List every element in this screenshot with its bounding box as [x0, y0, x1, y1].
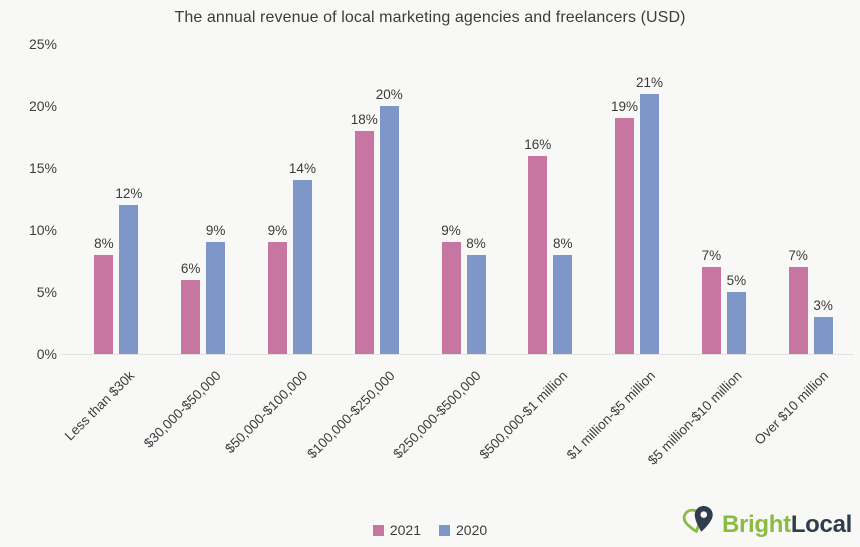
bar-2021	[701, 267, 721, 354]
bar-value-label: 19%	[611, 99, 639, 115]
legend-swatch-2020	[439, 524, 450, 536]
bar-value-label: 20%	[375, 87, 403, 102]
bar-value-label: 8%	[94, 235, 114, 251]
bar-2021	[181, 279, 201, 354]
bar-value-label: 12%	[115, 186, 143, 202]
bar-2020	[466, 254, 486, 354]
bar-value-label: 21%	[636, 74, 664, 90]
x-axis-label: Over $10 million	[751, 368, 832, 448]
y-tick-label: 20%	[28, 98, 57, 114]
x-axis-label: $250,000-$500,000	[390, 368, 485, 462]
brand-part-bright: Bright	[721, 511, 791, 538]
bar-value-label: 9%	[205, 223, 226, 239]
bar-value-label: 3%	[813, 297, 833, 313]
bar-2021	[788, 267, 808, 354]
plot-area: 8% 12% 6% 9% 9% 14% 18% 20% 9% 8% 16% 8% 19% 21% 7% 5% 7…	[73, 44, 854, 354]
x-axis-label: Less than $30k	[61, 368, 137, 444]
bar-value-label: 18%	[350, 111, 378, 127]
bar-2020	[726, 292, 746, 354]
x-axis-label: $100,000-$250,000	[303, 368, 398, 462]
bar-2021	[528, 155, 548, 354]
x-axis-label: $50,000-$100,000	[222, 368, 311, 457]
legend-label-2020: 2020	[456, 522, 488, 538]
bar-value-label: 6%	[180, 260, 201, 276]
x-axis-label: $500,000-$1 million	[476, 368, 571, 462]
bar-2020	[553, 254, 573, 354]
bar-2021	[267, 242, 287, 354]
map-pin-icon	[682, 504, 718, 547]
bar-2021	[441, 242, 461, 354]
bar-value-label: 5%	[726, 273, 747, 288]
bar-value-label: 7%	[701, 248, 722, 264]
bar-2021	[94, 254, 114, 354]
y-tick-label: 10%	[28, 222, 57, 238]
x-axis-line	[60, 354, 854, 355]
x-axis-label: $30,000-$50,000	[140, 368, 224, 451]
y-tick-label: 0%	[36, 346, 57, 362]
bar-2020	[640, 93, 660, 354]
bar-value-label: 7%	[788, 248, 808, 264]
bar-2020	[206, 242, 226, 354]
brightlocal-logo: BrightLocal	[682, 505, 852, 545]
bar-value-label: 14%	[288, 161, 316, 177]
bar-value-label: 8%	[466, 235, 486, 251]
bar-value-label: 16%	[524, 136, 552, 152]
x-axis-label: $5 million-$10 million	[644, 368, 745, 468]
bar-2020	[292, 180, 312, 354]
bar-value-label: 9%	[267, 223, 288, 239]
y-tick-label: 5%	[36, 284, 57, 300]
legend-swatch-2021	[372, 524, 384, 536]
legend-item-2020: 2020	[439, 522, 487, 538]
bar-2020	[119, 205, 139, 354]
bar-2021	[354, 130, 374, 354]
y-tick-label: 15%	[28, 160, 57, 176]
legend-label-2021: 2021	[389, 522, 421, 538]
bar-value-label: 9%	[441, 223, 461, 239]
bar-2020	[813, 316, 833, 354]
legend-item-2021: 2021	[372, 522, 421, 538]
brand-name: BrightLocal	[722, 505, 852, 545]
bar-2021	[615, 118, 635, 354]
brand-part-local: Local	[790, 511, 852, 538]
x-axis-label: $1 million-$5 million	[563, 368, 658, 463]
bar-2020	[379, 106, 399, 354]
legend: 2021 2020	[0, 522, 860, 538]
y-tick-label: 25%	[28, 36, 57, 52]
bar-value-label: 8%	[553, 235, 573, 251]
x-axis-labels: Less than $30k $30,000-$50,000 $50,000-$10…	[62, 354, 854, 504]
chart-title: The annual revenue of local marketing ag…	[174, 9, 686, 26]
